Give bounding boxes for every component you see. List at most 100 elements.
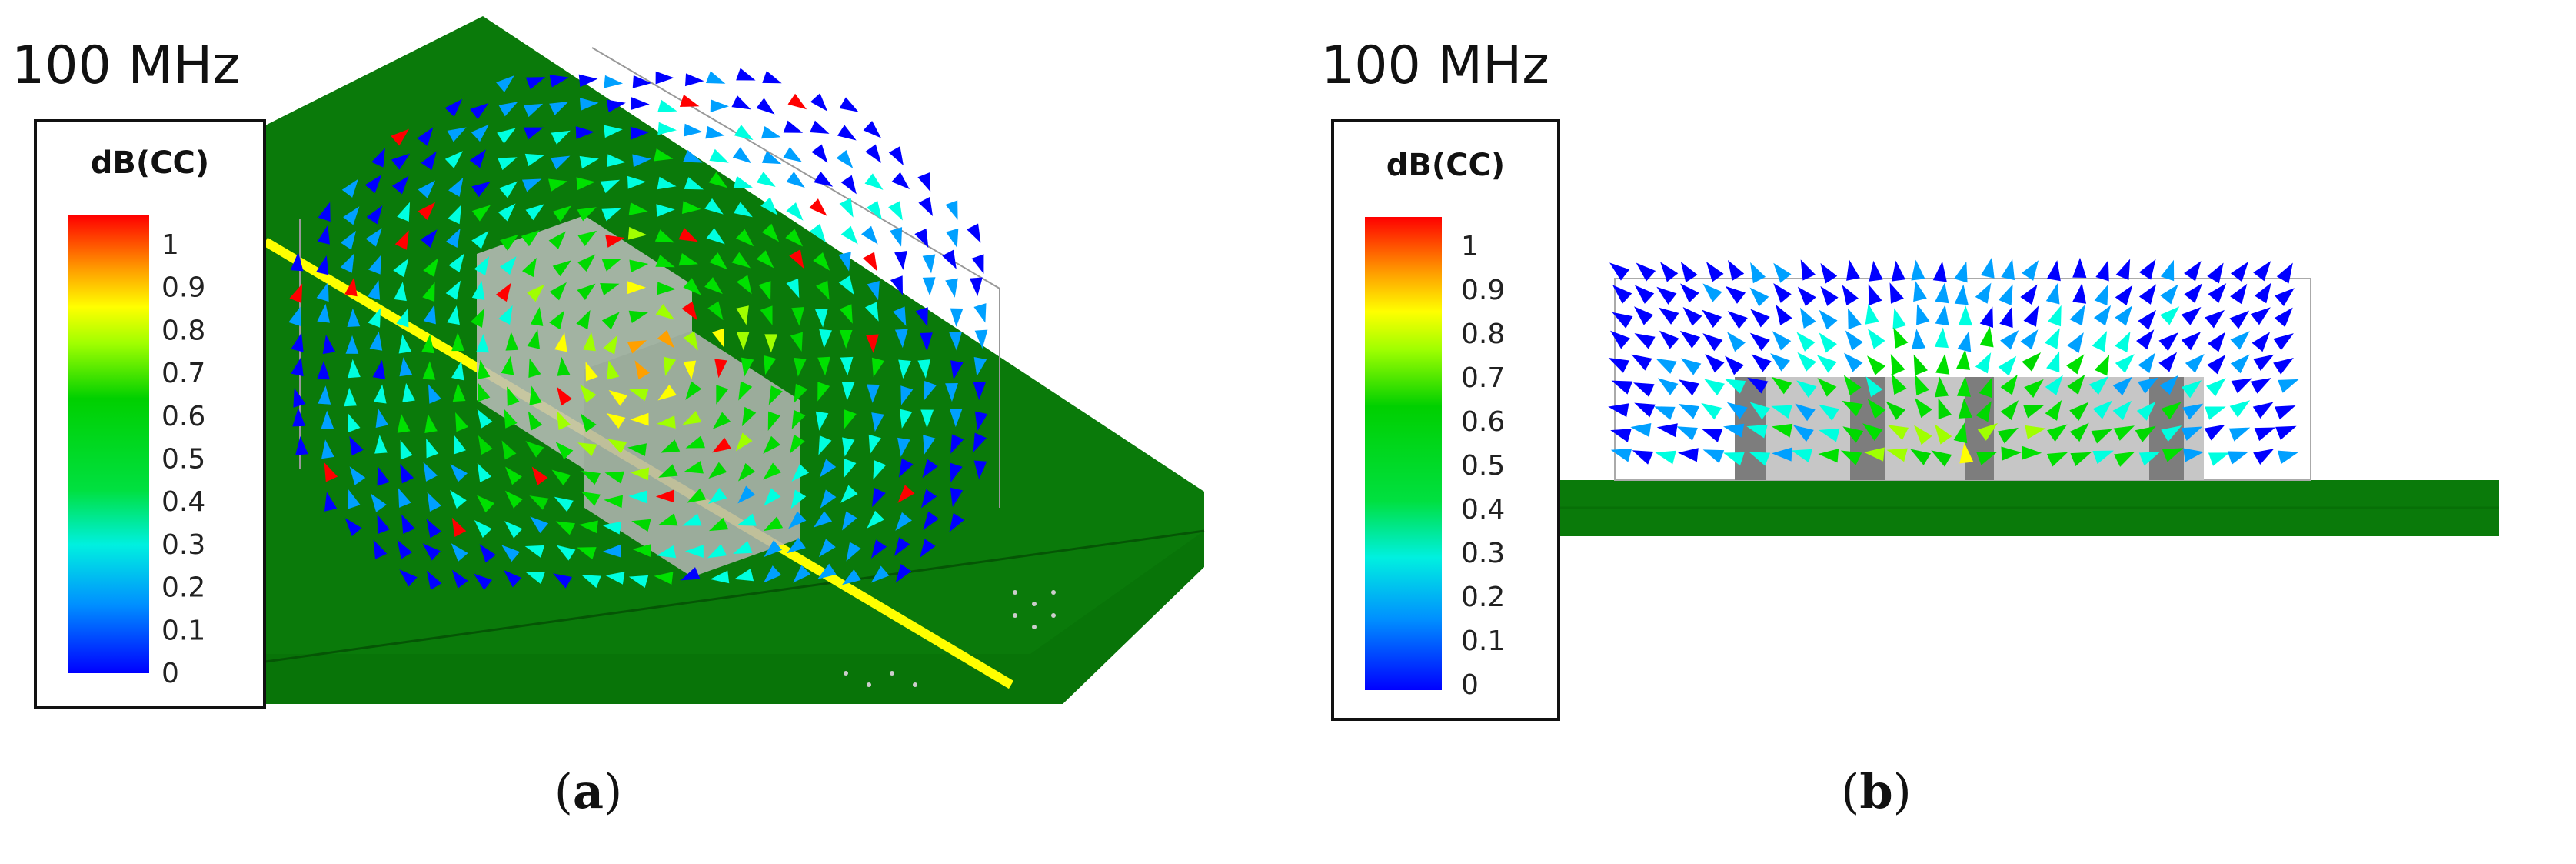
field-arrow — [316, 282, 329, 302]
field-arrow — [628, 575, 649, 589]
field-arrow — [522, 258, 537, 278]
field-arrow — [366, 205, 383, 225]
field-arrow — [678, 228, 698, 242]
field-arrow — [684, 177, 704, 190]
field-arrow — [791, 463, 810, 482]
field-arrow — [364, 175, 382, 193]
field-arrow — [629, 389, 649, 402]
colorbar-tick-label: 0.5 — [161, 444, 205, 475]
field-arrow — [2162, 448, 2184, 462]
field-arrow — [1749, 332, 1770, 351]
field-arrow — [655, 254, 675, 268]
field-arrow — [1701, 402, 1722, 420]
field-arrow — [343, 206, 360, 225]
field-arrow — [552, 260, 572, 277]
field-arrow — [655, 71, 674, 85]
field-arrow — [918, 196, 934, 216]
field-arrow — [838, 275, 854, 295]
field-arrow — [839, 97, 859, 112]
field-arrow — [844, 459, 857, 479]
field-arrow — [1914, 397, 1932, 419]
field-arrow — [452, 382, 466, 402]
field-arrow — [2067, 332, 2084, 353]
field-arrow — [1608, 358, 1630, 373]
field-arrow — [1975, 401, 1992, 422]
field-arrow — [1885, 401, 1906, 420]
field-arrow — [783, 146, 803, 162]
field-arrow — [577, 254, 596, 272]
field-arrow — [529, 495, 549, 510]
field-arrow — [399, 357, 413, 377]
field-arrow — [712, 328, 724, 348]
field-arrow — [756, 98, 775, 115]
field-arrow — [1680, 262, 1698, 282]
field-arrow — [604, 495, 624, 509]
field-arrow — [793, 565, 811, 583]
field-arrow — [448, 253, 464, 273]
field-arrow — [738, 381, 753, 401]
field-arrow — [422, 361, 436, 380]
field-arrow — [736, 68, 756, 81]
field-arrow — [2227, 451, 2249, 465]
field-arrow — [761, 223, 780, 242]
field-arrow — [422, 543, 441, 561]
field-arrow — [888, 146, 904, 166]
field-arrow — [815, 411, 829, 431]
field-arrow — [736, 275, 752, 295]
field-arrow — [498, 305, 513, 325]
field-arrow — [525, 441, 544, 458]
field-arrow — [2069, 422, 2089, 442]
field-arrow — [840, 225, 858, 245]
field-arrow — [471, 124, 490, 142]
field-arrow — [1913, 354, 1928, 376]
field-arrow — [1886, 448, 1908, 462]
field-arrow — [1998, 355, 2017, 376]
field-arrow — [393, 258, 409, 278]
field-arrow — [631, 519, 651, 532]
field-arrow — [421, 151, 437, 171]
field-arrow — [819, 329, 832, 349]
field-arrow — [813, 511, 833, 528]
field-arrow — [1819, 428, 1840, 442]
field-arrow — [317, 225, 330, 245]
field-arrow — [923, 435, 936, 455]
field-arrow — [1630, 423, 1652, 438]
field-arrow — [681, 301, 697, 321]
field-arrow — [900, 385, 914, 405]
field-arrow — [1701, 429, 1723, 442]
field-arrow — [732, 147, 752, 164]
field-arrow — [628, 490, 647, 504]
field-arrow — [2023, 305, 2039, 327]
field-arrow — [349, 436, 364, 456]
field-arrow — [1676, 426, 1698, 441]
field-arrow — [530, 306, 544, 326]
field-arrow — [501, 440, 517, 460]
field-arrow — [525, 572, 545, 585]
field-arrow — [2092, 330, 2108, 352]
field-arrow — [316, 255, 329, 275]
field-arrow — [2181, 426, 2203, 441]
field-arrow — [497, 128, 516, 144]
field-arrow — [495, 282, 511, 302]
field-arrow — [423, 258, 438, 278]
field-arrow — [400, 439, 413, 460]
field-arrow — [1727, 311, 1748, 329]
field-arrow — [663, 356, 677, 376]
field-arrow — [1891, 373, 1907, 395]
field-arrow — [2158, 352, 2178, 372]
field-arrow — [1820, 285, 1839, 306]
field-arrow — [2207, 262, 2224, 284]
field-arrow — [471, 205, 491, 222]
field-arrow — [946, 228, 959, 249]
field-arrow — [809, 223, 826, 242]
field-arrow — [1795, 403, 1816, 422]
field-arrow — [836, 149, 854, 168]
field-arrow — [767, 411, 780, 432]
field-arrow — [1867, 399, 1886, 419]
field-arrow — [741, 357, 754, 377]
field-arrow — [634, 360, 650, 380]
field-arrow — [577, 207, 597, 222]
field-arrow — [632, 75, 652, 88]
field-arrow — [950, 434, 964, 454]
field-arrow — [552, 573, 572, 589]
